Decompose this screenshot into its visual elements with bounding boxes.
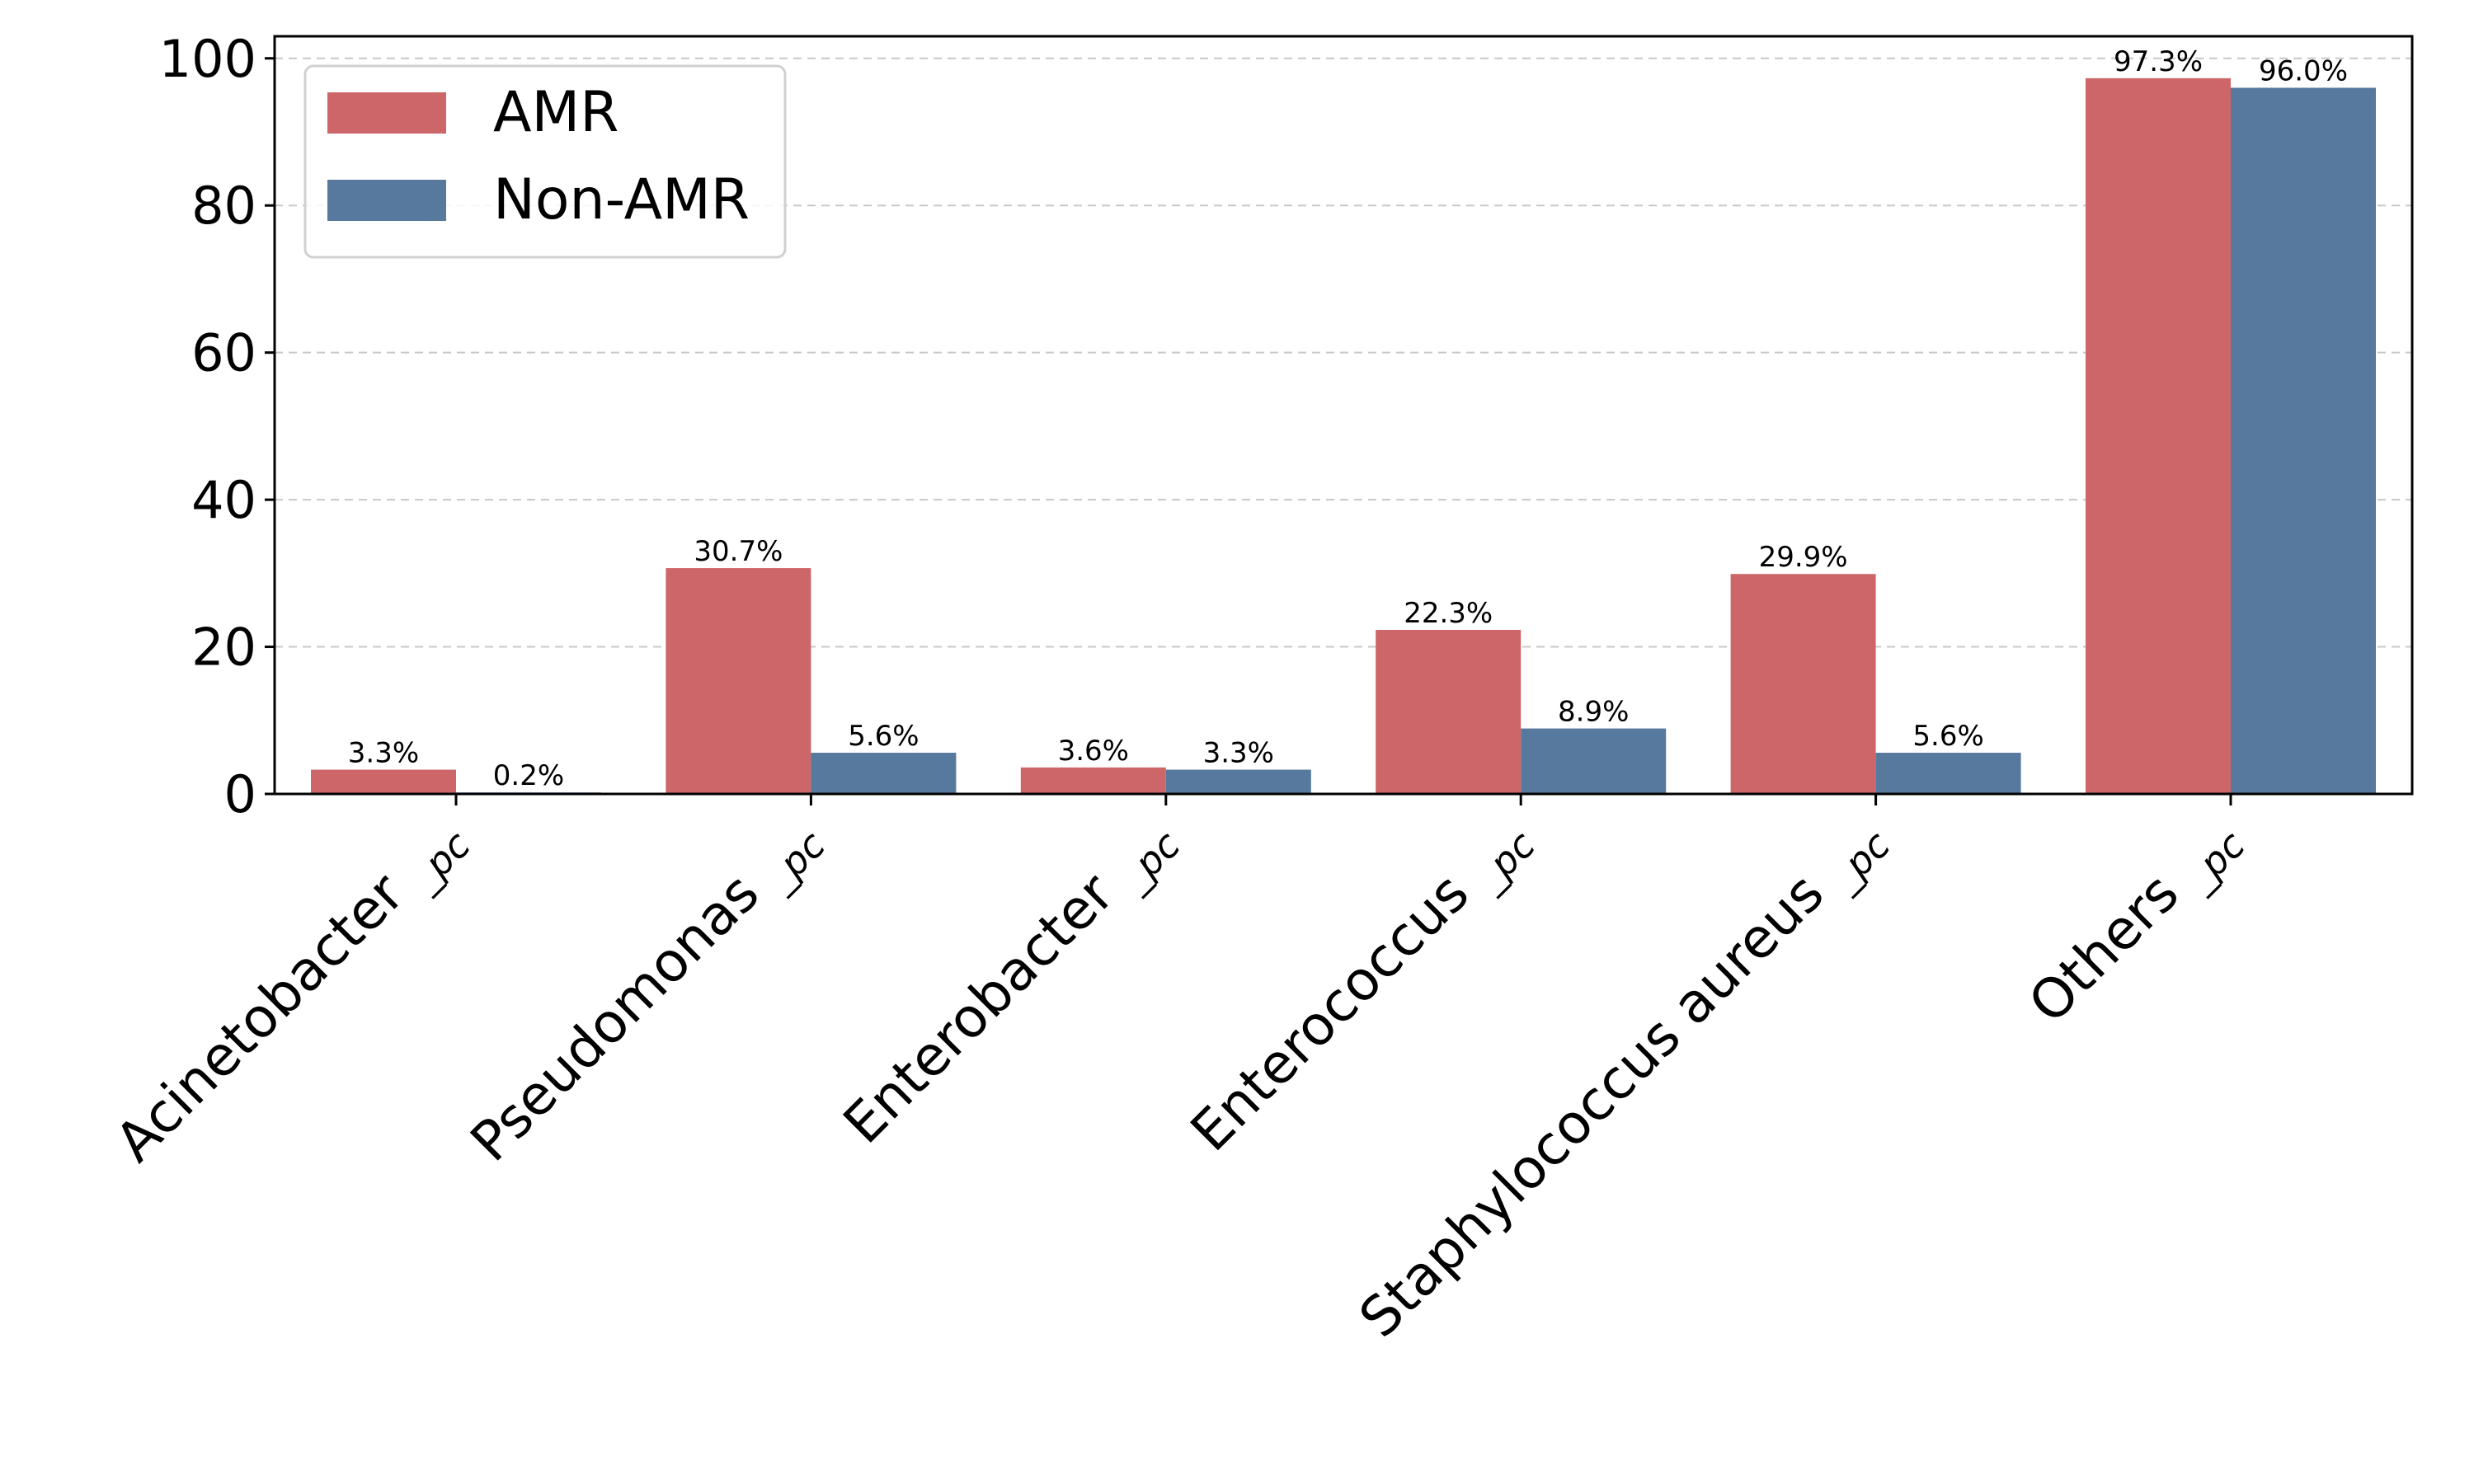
bar-non-amr — [811, 753, 957, 794]
legend-swatch — [327, 92, 446, 134]
bar-amr — [311, 769, 456, 794]
bar-amr — [2086, 77, 2231, 794]
category-name: Others — [2016, 849, 2203, 1036]
legend: AMR Non-AMR — [303, 64, 787, 259]
y-tick-label: 80 — [191, 176, 256, 236]
data-labels: 3.3% 30.7% 3.6% 22.3% 29.9% 97.3% 0.2% 5.6% 3.3%… — [348, 45, 2348, 792]
x-tick-label: Enterococcus _pc — [1178, 804, 1544, 1169]
x-tick-label: Others _pc — [2016, 804, 2253, 1040]
category-name: Enterococcus — [1178, 849, 1493, 1163]
data-label: 5.6% — [848, 720, 919, 753]
legend-label: AMR — [493, 80, 618, 145]
legend-label: Non-AMR — [493, 167, 750, 232]
y-tick-label: 20 — [191, 618, 256, 678]
plot-frame — [273, 35, 2414, 796]
data-label: 5.6% — [1912, 720, 1983, 753]
data-label: 96.0% — [2259, 54, 2348, 87]
bar-non-amr — [1875, 753, 2021, 794]
category-name: Enterobacter — [831, 849, 1138, 1156]
y-tick-label: 40 — [191, 470, 256, 530]
bar-non-amr — [1165, 769, 1311, 794]
y-tick-label: 100 — [159, 29, 256, 89]
legend-swatch — [327, 180, 446, 221]
data-label: 3.3% — [348, 737, 419, 770]
category-name: Acinetobacter — [103, 849, 428, 1174]
y-tick-label: 0 — [224, 764, 256, 824]
data-label: 8.9% — [1558, 696, 1629, 729]
bar-non-amr — [1521, 728, 1667, 794]
y-tick-label: 60 — [191, 323, 256, 383]
x-tick-label: Pseudomonas _pc — [459, 804, 834, 1179]
bars — [311, 77, 2376, 795]
category-name: Pseudomonas — [459, 849, 783, 1174]
data-label: 3.3% — [1203, 737, 1274, 770]
data-label: 3.6% — [1058, 735, 1129, 768]
x-tick-label: Enterobacter _pc — [831, 804, 1188, 1161]
bar-amr — [1376, 630, 1522, 794]
x-tick-label: Acinetobacter _pc — [103, 804, 478, 1179]
data-label: 22.3% — [1404, 597, 1493, 630]
data-label: 30.7% — [694, 535, 783, 568]
bar-amr — [1730, 574, 1876, 794]
data-label: 29.9% — [1759, 541, 1848, 574]
y-axis: 0 20 40 60 80 100 — [159, 29, 275, 824]
data-label: 0.2% — [493, 759, 564, 792]
data-label: 97.3% — [2114, 45, 2203, 78]
bar-non-amr — [2231, 87, 2376, 795]
bar-amr — [666, 568, 811, 794]
bar-amr — [1020, 767, 1166, 794]
